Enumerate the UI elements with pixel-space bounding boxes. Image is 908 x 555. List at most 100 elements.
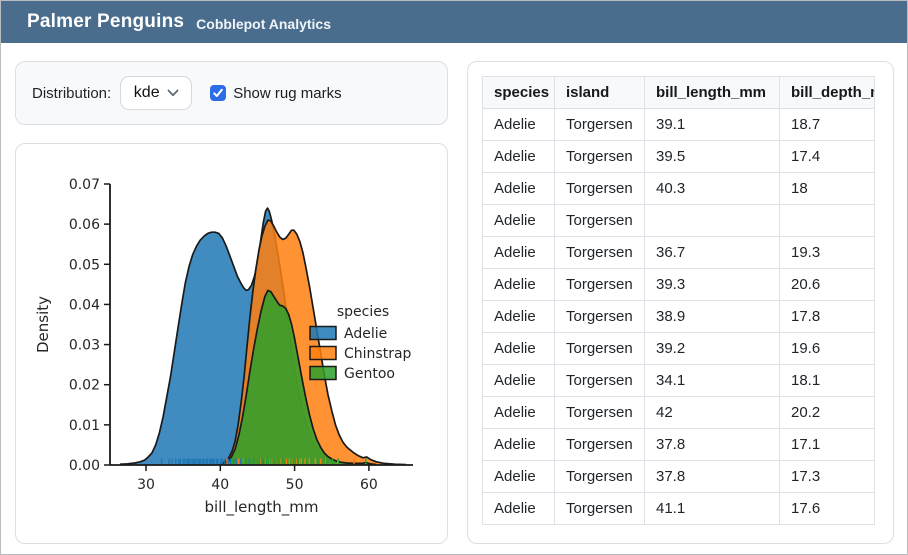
table-cell: Torgersen xyxy=(554,268,645,301)
table-cell: 17.3 xyxy=(779,460,875,493)
table-cell: Adelie xyxy=(482,364,555,397)
chart-axes xyxy=(104,183,413,471)
kde-density-chart: 30 40 50 60 0.00 0.01 0.02 0.03 0.04 0.05 0.06 0.07… xyxy=(16,144,447,543)
table-cell: Adelie xyxy=(482,428,555,461)
kde-chart-card: 30 40 50 60 0.00 0.01 0.02 0.03 0.04 0.05 0.06 0.07… xyxy=(15,143,448,544)
page-subtitle: Cobblepot Analytics xyxy=(196,15,331,32)
table-header-cell: bill_depth_mm xyxy=(779,76,875,109)
table-cell: Adelie xyxy=(482,108,555,141)
table-cell: Adelie xyxy=(482,332,555,365)
svg-text:0.05: 0.05 xyxy=(69,257,100,273)
table-cell xyxy=(779,204,875,237)
table-cell: Torgersen xyxy=(554,460,645,493)
table-cell: 20.6 xyxy=(779,268,875,301)
table-cell xyxy=(644,204,780,237)
table-row: Adelie Torgersen 41.1 17.6 xyxy=(482,492,875,525)
svg-text:60: 60 xyxy=(360,477,378,493)
svg-text:0.01: 0.01 xyxy=(69,418,100,434)
table-cell: Torgersen xyxy=(554,492,645,525)
table-row: Adelie Torgersen 42 20.2 xyxy=(482,396,875,429)
table-cell: 42 xyxy=(644,396,780,429)
chart-legend xyxy=(309,325,337,381)
chevron-down-icon xyxy=(167,89,178,97)
table-cell: 17.1 xyxy=(779,428,875,461)
table-cell: 18.7 xyxy=(779,108,875,141)
table-row: Adelie Torgersen 38.9 17.8 xyxy=(482,300,875,333)
rug-checkbox-label: Show rug marks xyxy=(233,84,342,102)
svg-text:0.00: 0.00 xyxy=(69,458,100,474)
table-row: Adelie Torgersen 39.1 18.7 xyxy=(482,108,875,141)
table-cell: 36.7 xyxy=(644,236,780,269)
y-axis-label: Density xyxy=(34,296,52,353)
table-cell: 17.6 xyxy=(779,492,875,525)
table-header-cell: bill_length_mm xyxy=(644,76,780,109)
table-cell: Torgersen xyxy=(554,396,645,429)
table-row: Adelie Torgersen 34.1 18.1 xyxy=(482,364,875,397)
table-cell: Torgersen xyxy=(554,236,645,269)
table-cell: 19.3 xyxy=(779,236,875,269)
table-cell: 17.4 xyxy=(779,140,875,173)
table-header-cell: species xyxy=(482,76,555,109)
distribution-select[interactable]: kde xyxy=(120,76,193,110)
table-header-cell: island xyxy=(554,76,645,109)
table-row: Adelie Torgersen xyxy=(482,204,875,237)
table-cell: 18.1 xyxy=(779,364,875,397)
table-cell: Torgersen xyxy=(554,172,645,205)
table-row: Adelie Torgersen 39.3 20.6 xyxy=(482,268,875,301)
rug-marks xyxy=(160,458,367,465)
app-header: Palmer Penguins Cobblepot Analytics xyxy=(1,1,907,43)
rug-checkbox[interactable] xyxy=(210,85,227,101)
table-row: Adelie Torgersen 40.3 18 xyxy=(482,172,875,205)
x-axis-label: bill_length_mm xyxy=(204,498,318,517)
data-table-card[interactable]: speciesislandbill_length_mmbill_depth_mm… xyxy=(467,61,894,544)
svg-text:0.03: 0.03 xyxy=(69,338,100,354)
legend-label: Gentoo xyxy=(344,366,395,382)
table-body: Adelie Torgersen 39.1 18.7 Adelie Torgersen 39… xyxy=(482,108,875,525)
svg-text:0.04: 0.04 xyxy=(69,297,100,313)
page-title: Palmer Penguins xyxy=(27,11,185,32)
table-cell: Adelie xyxy=(482,268,555,301)
table-cell: Torgersen xyxy=(554,108,645,141)
rug-checkbox-group: Show rug marks xyxy=(210,84,342,102)
table-row: Adelie Torgersen 37.8 17.3 xyxy=(482,460,875,493)
distribution-label: Distribution: xyxy=(32,84,112,102)
table-cell: 17.8 xyxy=(779,300,875,333)
controls-panel: Distribution: kde Show rug marks xyxy=(15,61,448,125)
table-cell: 39.2 xyxy=(644,332,780,365)
table-cell: Torgersen xyxy=(554,364,645,397)
table-cell: Adelie xyxy=(482,204,555,237)
table-cell: 38.9 xyxy=(644,300,780,333)
table-cell: Torgersen xyxy=(554,140,645,173)
table-cell: 20.2 xyxy=(779,396,875,429)
svg-text:50: 50 xyxy=(286,477,304,493)
penguins-table: speciesislandbill_length_mmbill_depth_mm… xyxy=(482,76,875,525)
table-cell: 37.8 xyxy=(644,460,780,493)
svg-text:0.02: 0.02 xyxy=(69,378,100,394)
table-cell: 39.5 xyxy=(644,140,780,173)
table-cell: 40.3 xyxy=(644,172,780,205)
table-row: Adelie Torgersen 39.5 17.4 xyxy=(482,140,875,173)
distribution-selected-value: kde xyxy=(133,84,160,101)
table-cell: Torgersen xyxy=(554,332,645,365)
table-cell: 19.6 xyxy=(779,332,875,365)
table-cell: 18 xyxy=(779,172,875,205)
table-cell: Adelie xyxy=(482,172,555,205)
table-cell: Adelie xyxy=(482,140,555,173)
table-cell: Adelie xyxy=(482,460,555,493)
table-cell: Torgersen xyxy=(554,428,645,461)
table-cell: 34.1 xyxy=(644,364,780,397)
legend-label: Adelie xyxy=(344,326,387,342)
table-cell: Adelie xyxy=(482,300,555,333)
legend-label: Chinstrap xyxy=(344,346,412,362)
checkmark-icon xyxy=(213,88,224,97)
svg-text:40: 40 xyxy=(211,477,229,493)
svg-text:30: 30 xyxy=(137,477,155,493)
table-cell: 39.3 xyxy=(644,268,780,301)
table-cell: 39.1 xyxy=(644,108,780,141)
table-cell: Torgersen xyxy=(554,300,645,333)
table-cell: 41.1 xyxy=(644,492,780,525)
table-cell: 37.8 xyxy=(644,428,780,461)
table-row: Adelie Torgersen 39.2 19.6 xyxy=(482,332,875,365)
